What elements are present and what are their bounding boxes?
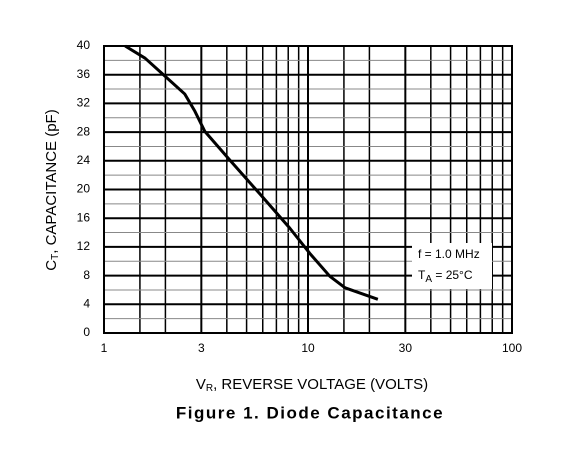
y-tick-label: 4 — [83, 296, 90, 310]
annotation-box — [412, 243, 492, 289]
y-axis-label: CT, CAPACITANCE (pF) — [43, 109, 61, 270]
marks — [124, 44, 379, 301]
y-tick-label: 36 — [77, 67, 91, 81]
annotation-text: = 25°C — [432, 268, 473, 282]
annotation: f = 1.0 MHz — [418, 247, 480, 261]
y-tick-label: 20 — [77, 182, 91, 196]
x-tick-label: 30 — [399, 341, 413, 355]
x-tick-label: 100 — [502, 341, 522, 355]
plot-frame — [103, 45, 513, 334]
y-label-main: C — [43, 260, 60, 271]
x-tick-label: 10 — [301, 341, 315, 355]
data-line — [124, 44, 379, 301]
x-tick-label: 3 — [198, 341, 205, 355]
y-tick-label: 28 — [77, 124, 91, 138]
x-tick-label: 1 — [101, 341, 108, 355]
y-label-rest: , CAPACITANCE (pF) — [43, 109, 60, 253]
x-label-rest: , REVERSE VOLTAGE (VOLTS) — [213, 376, 428, 393]
x-label-sub: R — [206, 383, 213, 394]
annotation-sub: A — [425, 274, 432, 285]
y-tick-label: 12 — [77, 239, 91, 253]
y-tick-label: 16 — [77, 210, 91, 224]
y-tick-label: 32 — [77, 96, 91, 110]
y-tick-label: 40 — [77, 38, 91, 52]
y-label-sub: T — [50, 254, 61, 260]
y-tick-label: 24 — [77, 153, 91, 167]
x-label-main: V — [196, 376, 206, 393]
x-axis-label: VR, REVERSE VOLTAGE (VOLTS) — [196, 376, 428, 394]
y-tick-label: 8 — [83, 268, 90, 282]
chart-title: Figure 1. Diode Capacitance — [176, 403, 444, 422]
annotation-text: T — [418, 268, 426, 282]
annotation: TA = 25°C — [418, 268, 473, 284]
y-tick-label: 0 — [83, 325, 90, 339]
grid — [103, 45, 513, 334]
